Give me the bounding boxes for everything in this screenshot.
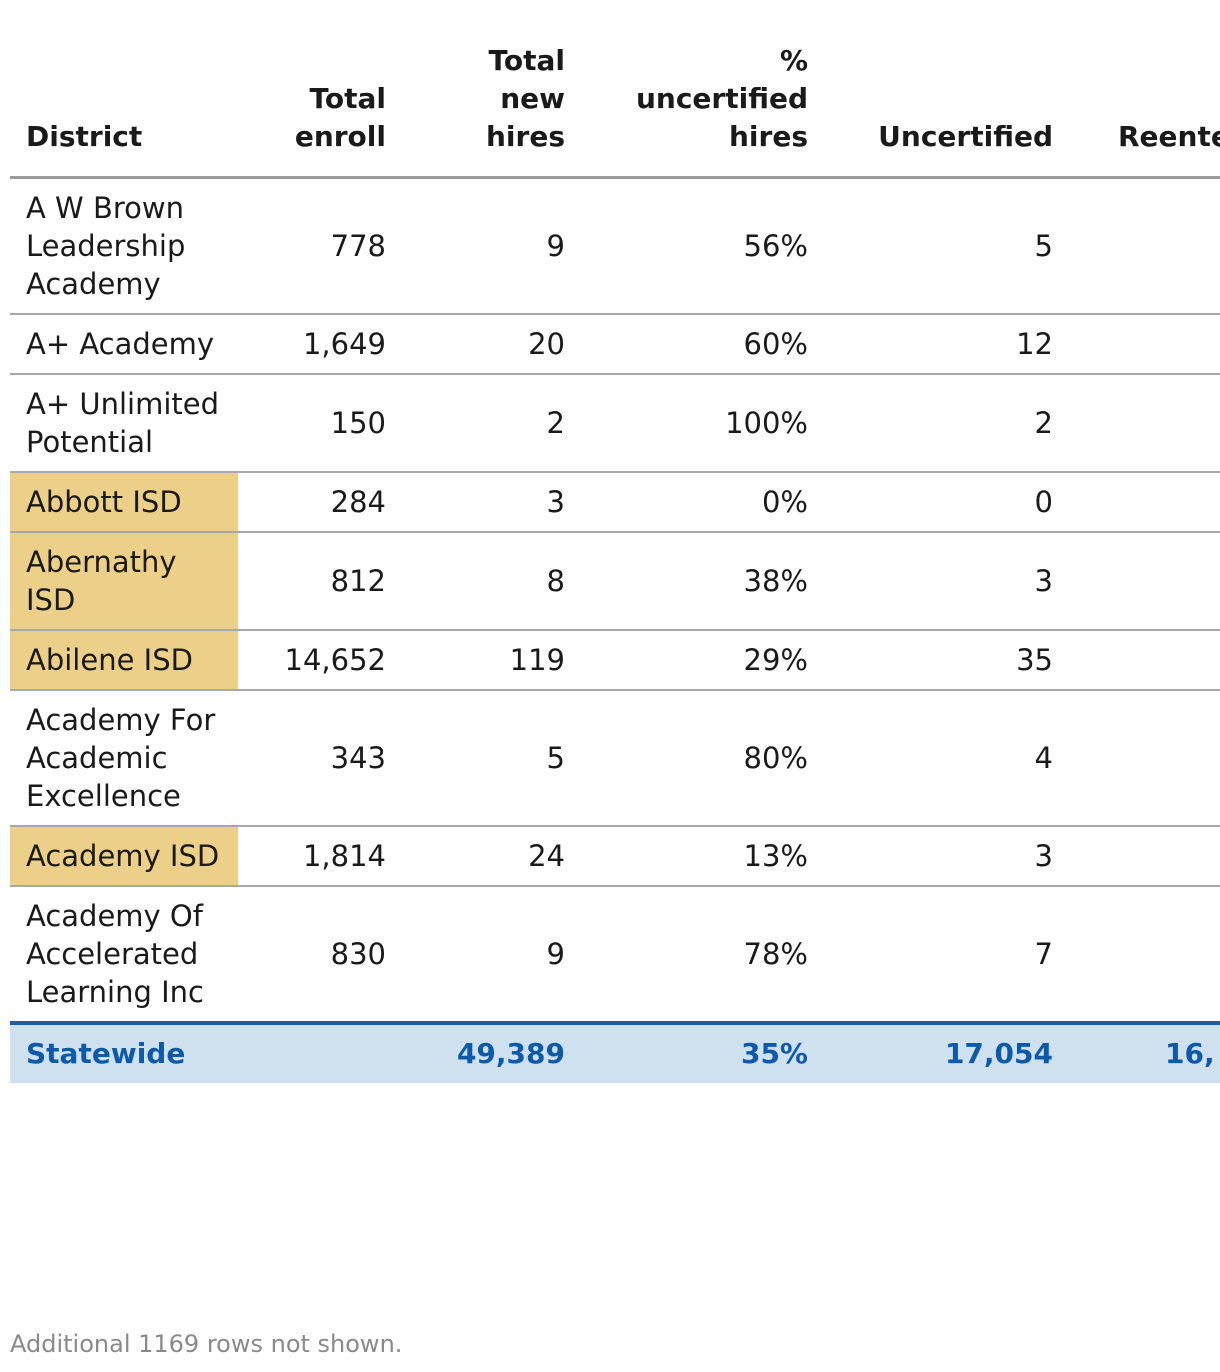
pct-cell: 80% (565, 689, 808, 827)
uncertified-cell: 2 (808, 373, 1053, 473)
header-total-new-hires-line: Total (488, 43, 566, 77)
header-total-new-hires[interactable]: Total new hires (386, 0, 566, 179)
district-cell: Academy For Academic Excellence (10, 689, 238, 827)
hires-cell: 3 (386, 471, 565, 533)
district-cell: A+ Academy (10, 313, 238, 375)
header-reentered[interactable]: Reente (1053, 0, 1220, 179)
header-total-new-hires-line: hires (486, 119, 565, 153)
hires-cell: 9 (386, 177, 565, 315)
districts-table: District Total enroll Total new hires % … (10, 0, 1220, 1083)
rows-not-shown-note: Additional 1169 rows not shown. (10, 1330, 403, 1358)
enroll-cell: 343 (238, 689, 386, 827)
table-row: A+ Academy 1,649 20 60% 12 (10, 313, 1220, 375)
reentered-cell (1053, 373, 1220, 473)
header-total-enroll[interactable]: Total enroll (238, 0, 387, 179)
header-total-new-hires-line: new (500, 81, 565, 115)
uncertified-cell: 3 (808, 825, 1053, 887)
pct-cell: 29% (565, 629, 808, 691)
table-row: A W Brown Leadership Academy 778 9 56% 5 (10, 177, 1220, 315)
reentered-cell (1053, 531, 1220, 631)
pct-cell: 13% (565, 825, 808, 887)
table-row: A+ Unlimited Potential 150 2 100% 2 (10, 373, 1220, 473)
uncertified-cell: 0 (808, 471, 1053, 533)
enroll-cell: 830 (238, 885, 386, 1024)
uncertified-cell: 35 (808, 629, 1053, 691)
header-pct-line: hires (729, 119, 808, 153)
district-cell: Abilene ISD (10, 629, 238, 691)
uncertified-cell: 3 (808, 531, 1053, 631)
enroll-cell: 1,649 (238, 313, 386, 375)
pct-cell: 100% (565, 373, 808, 473)
statewide-pct: 35% (565, 1020, 808, 1083)
reentered-cell (1053, 629, 1220, 691)
statewide-label: Statewide (10, 1020, 238, 1083)
uncertified-cell: 5 (808, 177, 1053, 315)
enroll-cell: 812 (238, 531, 386, 631)
district-cell: Academy ISD (10, 825, 238, 887)
hires-cell: 20 (386, 313, 565, 375)
pct-cell: 60% (565, 313, 808, 375)
hires-cell: 5 (386, 689, 565, 827)
table-container: District Total enroll Total new hires % … (10, 0, 1220, 1083)
header-pct-line: uncertified (635, 81, 808, 115)
table-body: A W Brown Leadership Academy 778 9 56% 5 A+ A… (10, 177, 1220, 1024)
enroll-cell: 284 (238, 471, 386, 533)
uncertified-cell: 12 (808, 313, 1053, 375)
header-pct-uncertified-hires[interactable]: % uncertified hires (565, 0, 808, 179)
enroll-cell: 778 (238, 177, 386, 315)
enroll-cell: 14,652 (238, 629, 386, 691)
hires-cell: 119 (386, 629, 565, 691)
reentered-cell (1053, 471, 1220, 533)
statewide-row: Statewide 49,389 35% 17,054 16, (10, 1020, 1220, 1083)
enroll-cell: 1,814 (238, 825, 386, 887)
enroll-cell: 150 (238, 373, 386, 473)
uncertified-cell: 4 (808, 689, 1053, 827)
hires-cell: 24 (386, 825, 565, 887)
reentered-cell (1053, 885, 1220, 1024)
district-cell: Abbott ISD (10, 471, 238, 533)
reentered-cell (1053, 825, 1220, 887)
header-total-enroll-line: Total (309, 81, 387, 115)
district-cell: A W Brown Leadership Academy (10, 177, 238, 315)
pct-cell: 56% (565, 177, 808, 315)
district-cell: A+ Unlimited Potential (10, 373, 238, 473)
header-total-enroll-line: enroll (294, 119, 386, 153)
reentered-cell (1053, 313, 1220, 375)
header-district[interactable]: District (10, 0, 238, 179)
pct-cell: 78% (565, 885, 808, 1024)
table-row: Abernathy ISD 812 8 38% 3 (10, 531, 1220, 631)
statewide-hires: 49,389 (386, 1020, 565, 1083)
header-pct-line: % (779, 43, 808, 77)
table-row: Abilene ISD 14,652 119 29% 35 (10, 629, 1220, 691)
reentered-cell (1053, 177, 1220, 315)
hires-cell: 2 (386, 373, 565, 473)
pct-cell: 38% (565, 531, 808, 631)
statewide-uncertified: 17,054 (808, 1020, 1053, 1083)
reentered-cell (1053, 689, 1220, 827)
uncertified-cell: 7 (808, 885, 1053, 1024)
hires-cell: 9 (386, 885, 565, 1024)
table-row: Academy For Academic Excellence 343 5 80% 4 (10, 689, 1220, 827)
hires-cell: 8 (386, 531, 565, 631)
table-row: Abbott ISD 284 3 0% 0 (10, 471, 1220, 533)
table-row: Academy Of Accelerated Learning Inc 830 9 7… (10, 885, 1220, 1024)
statewide-enroll (238, 1020, 386, 1083)
header-row: District Total enroll Total new hires % … (10, 0, 1220, 179)
district-cell: Academy Of Accelerated Learning Inc (10, 885, 238, 1024)
statewide-reentered: 16, (1053, 1020, 1220, 1083)
header-uncertified[interactable]: Uncertified (808, 0, 1053, 179)
table-row: Academy ISD 1,814 24 13% 3 (10, 825, 1220, 887)
district-cell: Abernathy ISD (10, 531, 238, 631)
pct-cell: 0% (565, 471, 808, 533)
